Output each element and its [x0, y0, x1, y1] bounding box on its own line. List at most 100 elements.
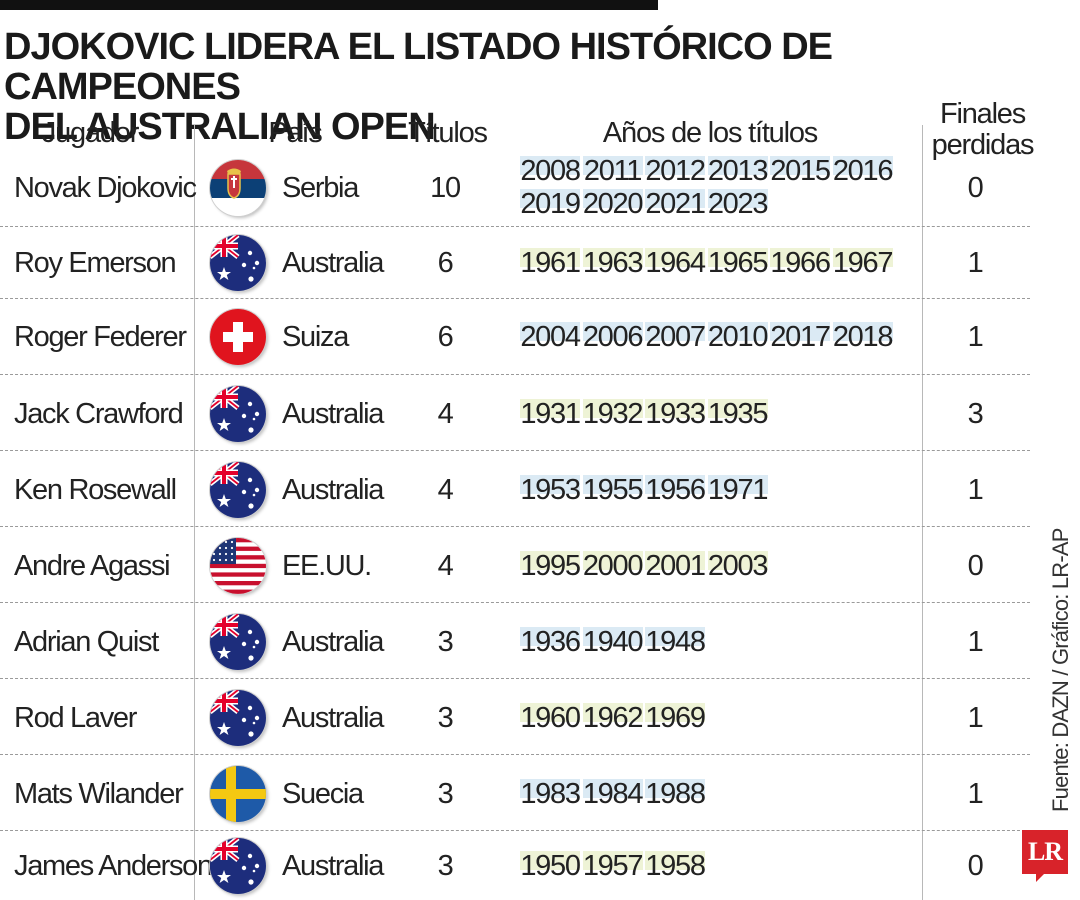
- row-separator: [0, 374, 1030, 375]
- title-count: 6: [437, 320, 454, 353]
- country-name: Australia: [282, 246, 384, 279]
- flag-cell: [209, 452, 267, 528]
- title-year: 2003: [707, 549, 768, 582]
- title-year: 1983: [520, 777, 581, 810]
- title-year: 1931: [520, 397, 581, 430]
- title-year: 1955: [582, 473, 643, 506]
- player-name: Rod Laver: [14, 701, 137, 734]
- title-count: 6: [437, 246, 454, 279]
- title-year: 1960: [520, 701, 581, 734]
- header-country: País: [268, 117, 322, 149]
- row-separator: [0, 298, 1030, 299]
- title-year: 1936: [520, 625, 581, 658]
- row-separator: [0, 450, 1030, 451]
- title-year: 2007: [645, 320, 706, 353]
- australia-flag-icon: [210, 462, 266, 518]
- title-year: 1950: [520, 849, 581, 882]
- title-year: 2023: [707, 188, 768, 220]
- finals-lost-count: 1: [967, 625, 984, 658]
- player-name: Mats Wilander: [14, 777, 184, 810]
- title-year: 1964: [645, 246, 706, 279]
- flag-cell: [209, 604, 267, 680]
- title-year: 2021: [645, 188, 706, 220]
- finals-lost-count: 1: [967, 777, 984, 810]
- title-year: 1963: [582, 246, 643, 279]
- usa-flag-icon: [210, 538, 266, 594]
- lr-logo-tail: [1036, 872, 1046, 882]
- row-separator: [0, 602, 1030, 603]
- title-year: 1966: [770, 246, 831, 279]
- country-name: Australia: [282, 397, 384, 430]
- title-year: 2001: [645, 549, 706, 582]
- title-year: 1948: [645, 625, 706, 658]
- title-year: 1967: [832, 246, 893, 279]
- title-count: 3: [437, 777, 454, 810]
- title-year: 1956: [645, 473, 706, 506]
- title-year: 1995: [520, 549, 581, 582]
- australia-flag-icon: [210, 235, 266, 291]
- table-row: Roy Emerson Australia 6 1961 1963 1964 1965 19…: [0, 228, 1030, 298]
- table-row: James Anderson Australia 3 1950 1957 1958 0: [0, 832, 1030, 900]
- country-name: Suecia: [282, 777, 364, 810]
- title-year: 2010: [707, 320, 768, 353]
- row-separator: [0, 526, 1030, 527]
- player-name: James Anderson: [14, 849, 213, 882]
- title-count: 4: [437, 549, 454, 582]
- player-name: Novak Djokovic: [14, 171, 197, 204]
- finals-lost-count: 0: [967, 849, 984, 882]
- finals-lost-count: 0: [967, 549, 984, 582]
- player-name: Ken Rosewall: [14, 473, 177, 506]
- title-year: 2018: [832, 320, 893, 353]
- player-name: Roy Emerson: [14, 246, 177, 279]
- header-titles: Títulos: [408, 117, 488, 149]
- title-year: 1988: [645, 777, 706, 810]
- title-years: 1950 1957 1958: [520, 832, 920, 900]
- switzerland-flag-icon: [210, 309, 266, 365]
- flag-cell: [209, 528, 267, 604]
- finals-lost-count: 3: [967, 397, 984, 430]
- lr-logo: LR: [1022, 830, 1068, 874]
- country-name: Australia: [282, 473, 384, 506]
- title-year: 2004: [520, 320, 581, 353]
- header-lost-line-1: Finales: [939, 98, 1026, 130]
- country-name: EE.UU.: [282, 549, 372, 582]
- title-years: 2004 2006 2007 2010 2017 2018: [520, 300, 920, 374]
- title-year: 1940: [582, 625, 643, 658]
- title-years: 1961 1963 1964 1965 1966 1967: [520, 228, 920, 298]
- title-year: 1935: [707, 397, 768, 430]
- flag-cell: [209, 300, 267, 374]
- table-row: Roger Federer Suiza 6 2004 2006 2007 2010 2017…: [0, 300, 1030, 374]
- column-divider-years: [922, 125, 923, 900]
- table-row: Andre Agassi EE.UU. 4 1995 2000 2001 2003 0: [0, 528, 1030, 604]
- finals-lost-count: 0: [967, 171, 984, 204]
- australia-flag-icon: [210, 386, 266, 442]
- table-row: Adrian Quist Australia 3 1936 1940 1948 1: [0, 604, 1030, 680]
- finals-lost-count: 1: [967, 701, 984, 734]
- title-year: 2016: [832, 155, 893, 187]
- flag-cell: [209, 152, 267, 224]
- title-year: 2015: [770, 155, 831, 187]
- title-count: 4: [437, 397, 454, 430]
- table-row: Novak Djokovic Serbia 10 2008 2011 2012 2013 2…: [0, 152, 1030, 224]
- title-count: 3: [437, 701, 454, 734]
- flag-cell: [209, 376, 267, 452]
- top-rule: [0, 0, 658, 10]
- table-row: Mats Wilander Suecia 3 1983 1984 1988 1: [0, 756, 1030, 832]
- flag-cell: [209, 832, 267, 900]
- flag-cell: [209, 228, 267, 298]
- title-year: 1932: [582, 397, 643, 430]
- title-years: 1960 1962 1969: [520, 680, 920, 756]
- flag-cell: [209, 756, 267, 832]
- source-credit: Fuente: DAZN / Gráfico: LR-AP: [1048, 528, 1073, 812]
- player-name: Roger Federer: [14, 320, 187, 353]
- title-years: 1983 1984 1988: [520, 756, 920, 832]
- title-year: 2020: [582, 188, 643, 220]
- title-year: 1969: [645, 701, 706, 734]
- player-name: Andre Agassi: [14, 549, 171, 582]
- title-year: 1961: [520, 246, 581, 279]
- flag-cell: [209, 680, 267, 756]
- title-years: 1931 1932 1933 1935: [520, 376, 920, 452]
- serbia-flag-icon: [210, 160, 266, 216]
- australia-flag-icon: [210, 838, 266, 894]
- page-title: DJOKOVIC LIDERA EL LISTADO HISTÓRICO DE …: [4, 27, 1064, 147]
